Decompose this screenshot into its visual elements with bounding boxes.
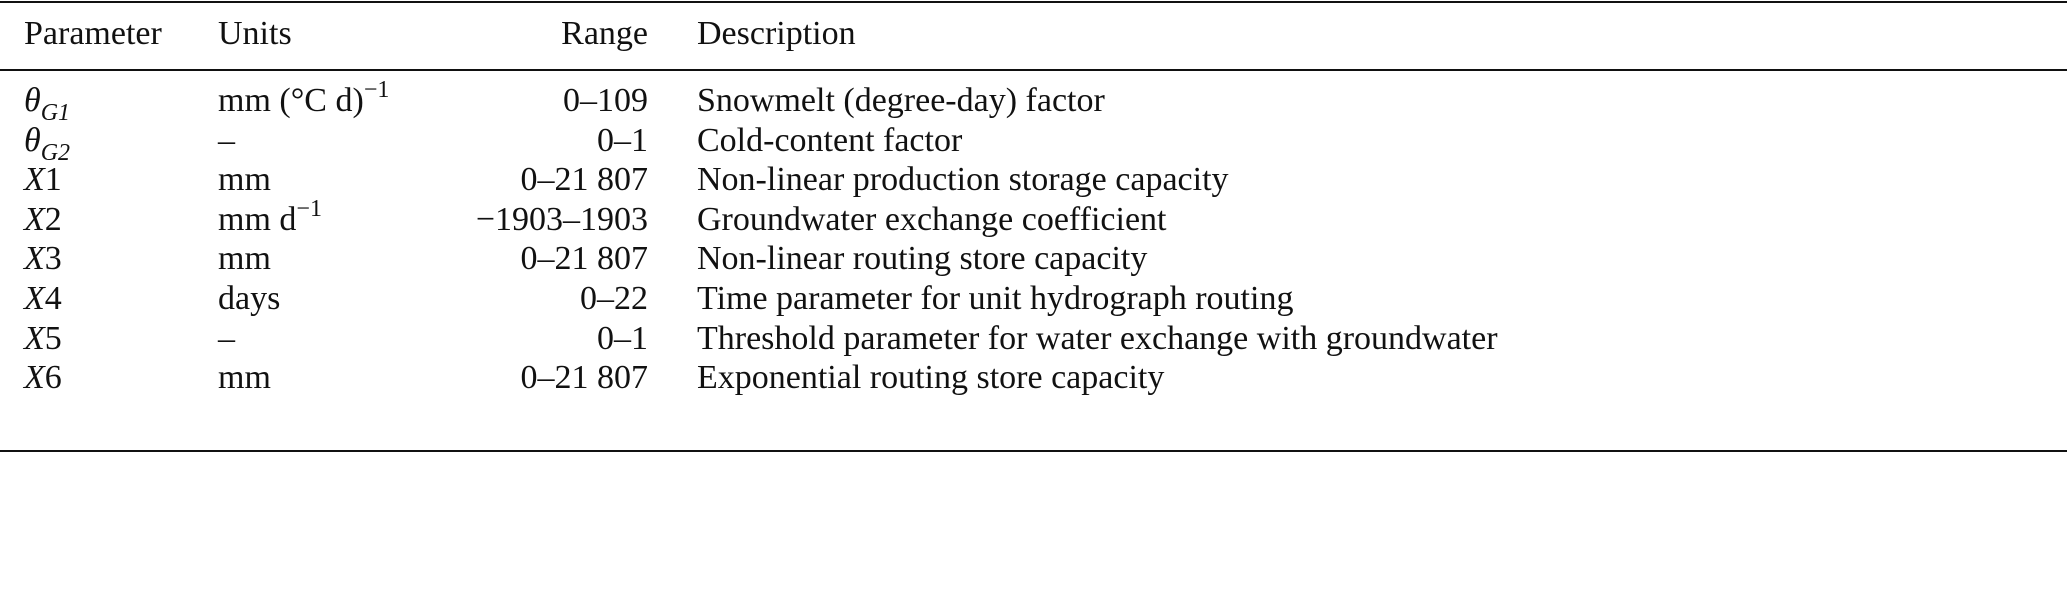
- parameter-symbol: θ: [24, 82, 41, 119]
- parameter-symbol: X: [24, 359, 45, 397]
- header-parameter: Parameter: [24, 15, 162, 52]
- description-cell: Non-linear production storage capacity: [697, 161, 1229, 199]
- units-exponent: −1: [363, 77, 390, 103]
- units-cell: mm: [218, 358, 271, 398]
- range-cell: 0–22: [580, 280, 648, 317]
- parameter-symbol: X: [24, 240, 45, 278]
- parameter-cell: θG1: [24, 81, 70, 125]
- parameter-symbol: X: [24, 200, 45, 238]
- range-cell: 0–21 807: [520, 240, 649, 278]
- units-cell: –: [218, 319, 235, 359]
- parameter-cell: θG2: [24, 121, 70, 165]
- table-row: X1 mm 0–21 807 Non-linear production storag…: [0, 160, 2067, 200]
- parameter-index: 2: [44, 200, 62, 238]
- table-row: θG2 – 0–1 Cold-content factor: [0, 121, 2067, 165]
- parameter-cell: X4: [24, 279, 62, 319]
- table-row: θG1 mm (°C d)−1 0–109 Snowmelt (degree-day)…: [0, 78, 2067, 125]
- units-text: mm: [218, 359, 271, 397]
- units-text: mm d: [218, 200, 297, 238]
- range-cell: 0–21 807: [520, 161, 649, 199]
- range-cell: 0–21 807: [520, 359, 649, 397]
- units-text: mm (°C d): [218, 82, 364, 119]
- header-rule: [0, 69, 2067, 71]
- parameter-symbol: X: [24, 161, 45, 199]
- table-row: X5 – 0–1 Threshold parameter for water exch…: [0, 319, 2067, 359]
- bottom-rule: [0, 450, 2067, 452]
- parameter-cell: X6: [24, 358, 62, 398]
- description-cell: Exponential routing store capacity: [697, 359, 1165, 397]
- parameter-index: 3: [44, 240, 62, 278]
- parameter-symbol: X: [24, 319, 45, 357]
- parameter-index: 6: [44, 359, 62, 397]
- header-range: Range: [561, 15, 648, 52]
- table-row: X2 mm d−1 −1903–1903 Groundwater exchange c…: [0, 197, 2067, 240]
- description-cell: Threshold parameter for water exchange w…: [697, 319, 1498, 357]
- range-cell: −1903–1903: [475, 200, 648, 238]
- range-cell: 0–1: [597, 319, 648, 357]
- top-rule: [0, 1, 2067, 3]
- parameter-cell: X5: [24, 319, 62, 359]
- units-cell: days: [218, 279, 280, 319]
- parameter-subscript: G1: [40, 100, 71, 126]
- parameter-subscript: G2: [40, 139, 71, 166]
- parameter-index: 5: [44, 319, 62, 357]
- parameter-index: 1: [44, 161, 62, 199]
- table-row: X3 mm 0–21 807 Non-linear routing store cap…: [0, 239, 2067, 279]
- header-description: Description: [697, 15, 856, 52]
- units-cell: mm: [218, 239, 271, 279]
- table-row: X6 mm 0–21 807 Exponential routing store ca…: [0, 358, 2067, 398]
- parameter-index: 4: [44, 280, 62, 317]
- parameter-symbol: θ: [24, 121, 41, 159]
- description-cell: Cold-content factor: [697, 121, 963, 159]
- description-cell: Time parameter for unit hydrograph routi…: [697, 280, 1294, 317]
- units-text: –: [218, 319, 235, 357]
- units-text: days: [218, 280, 281, 317]
- units-exponent: −1: [296, 195, 322, 222]
- description-cell: Groundwater exchange coefficient: [697, 200, 1167, 238]
- units-text: mm: [218, 161, 271, 199]
- units-cell: –: [218, 121, 235, 161]
- header-row: Parameter Units Range Description: [0, 14, 2067, 54]
- description-cell: Non-linear routing store capacity: [697, 240, 1148, 278]
- header-units: Units: [218, 15, 292, 52]
- units-cell: mm (°C d)−1: [218, 78, 389, 121]
- description-cell: Snowmelt (degree-day) factor: [697, 82, 1105, 119]
- range-cell: 0–1: [597, 121, 648, 159]
- parameter-symbol: X: [24, 280, 45, 317]
- parameter-cell: X2: [24, 200, 62, 240]
- range-cell: 0–109: [563, 82, 648, 119]
- units-text: –: [218, 121, 235, 159]
- units-cell: mm d−1: [218, 197, 322, 240]
- parameter-cell: X3: [24, 239, 62, 279]
- parameter-cell: X1: [24, 160, 62, 200]
- units-cell: mm: [218, 160, 271, 200]
- table-row: X4 days 0–22 Time parameter for unit hydrog…: [0, 279, 2067, 319]
- units-text: mm: [218, 240, 271, 278]
